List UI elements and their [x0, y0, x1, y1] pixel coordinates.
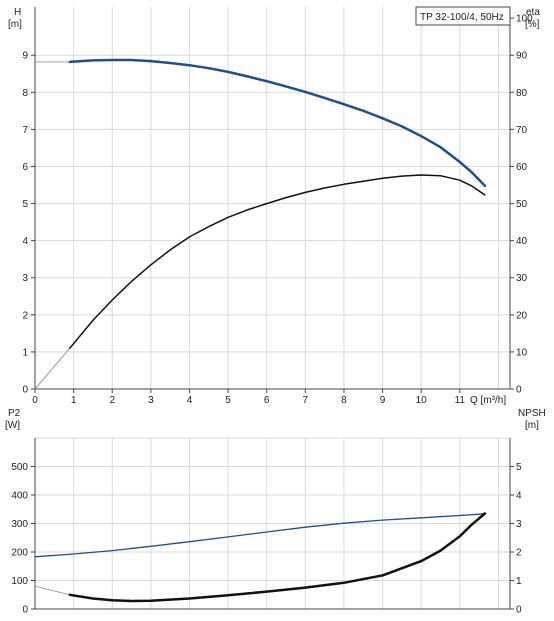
x-tick-label: 4 — [187, 395, 193, 406]
right-tick-label: 80 — [516, 88, 528, 99]
right-tick-label: 50 — [516, 199, 528, 210]
left-tick-label: 9 — [22, 51, 28, 62]
left-tick-label: 500 — [11, 462, 28, 473]
chart-title: TP 32-100/4, 50Hz — [420, 12, 504, 23]
title-box — [415, 6, 511, 26]
x-tick-label: 0 — [32, 395, 38, 406]
series-line-1-1 — [68, 512, 487, 603]
right-tick-label: 2 — [516, 548, 522, 559]
right-tick-label: 3 — [516, 519, 522, 530]
right-tick-label: 70 — [516, 125, 528, 136]
x-tick-label: 6 — [264, 395, 270, 406]
left-tick-label: 7 — [22, 125, 28, 136]
right-tick-label: 90 — [516, 51, 528, 62]
eta-axis-label: eta — [526, 7, 540, 18]
right-tick-label: 20 — [516, 310, 528, 321]
series-layer — [34, 58, 487, 603]
x-tick-label: 11 — [455, 395, 466, 406]
right-tick-label: 1 — [516, 576, 522, 587]
x-tick-label: 7 — [303, 395, 309, 406]
p2-axis-unit: [W] — [5, 420, 20, 431]
left-tick-label: 2 — [22, 310, 28, 321]
left-tick-label: 100 — [11, 576, 28, 587]
p2-axis-label: P2 — [8, 408, 21, 419]
x-tick-label: 8 — [341, 395, 347, 406]
grid-layer — [35, 7, 510, 610]
left-tick-label: 6 — [22, 162, 28, 173]
left-tick-label: 300 — [11, 519, 28, 530]
x-tick-label: 3 — [148, 395, 154, 406]
right-tick-label: 40 — [516, 236, 528, 247]
left-tick-label: 0 — [22, 385, 28, 396]
axis-layer — [31, 7, 514, 610]
right-tick-label: 10 — [516, 347, 528, 358]
label-layer: TP 32-100/4, 50Hz H [m] eta [%] Q [m³/h]… — [5, 6, 546, 616]
right-tick-label: 4 — [516, 491, 522, 502]
right-tick-label: 100 — [516, 14, 533, 25]
x-tick-label: 9 — [380, 395, 386, 406]
left-tick-label: 200 — [11, 548, 28, 559]
extrapolation-line — [34, 585, 70, 596]
left-tick-label: 0 — [22, 605, 28, 616]
left-tick-label: 5 — [22, 199, 28, 210]
left-tick-label: 4 — [22, 236, 28, 247]
left-tick-label: 1 — [22, 347, 28, 358]
series-line-1-0 — [34, 513, 486, 558]
right-tick-label: 0 — [516, 605, 522, 616]
x-tick-label: 10 — [416, 395, 428, 406]
npsh-axis-label: NPSH — [518, 408, 546, 419]
h-axis-unit: [m] — [8, 19, 22, 30]
left-tick-label: 3 — [22, 273, 28, 284]
right-tick-label: 60 — [516, 162, 528, 173]
left-tick-label: 400 — [11, 491, 28, 502]
x-tick-label: 1 — [71, 395, 77, 406]
npsh-axis-unit: [m] — [525, 420, 539, 431]
right-tick-label: 30 — [516, 273, 528, 284]
series-line-0-0 — [68, 58, 487, 188]
right-tick-label: 5 — [516, 462, 522, 473]
right-tick-label: 0 — [516, 385, 522, 396]
series-line-0-1 — [69, 174, 486, 349]
left-tick-label: 8 — [22, 88, 28, 99]
x-tick-label: 2 — [109, 395, 115, 406]
x-tick-label: 5 — [225, 395, 231, 406]
h-axis-label: H — [14, 7, 21, 18]
extrapolation-line — [34, 347, 71, 390]
q-axis-label: Q [m³/h] — [470, 395, 506, 406]
eta-axis-unit: [%] — [525, 19, 540, 30]
